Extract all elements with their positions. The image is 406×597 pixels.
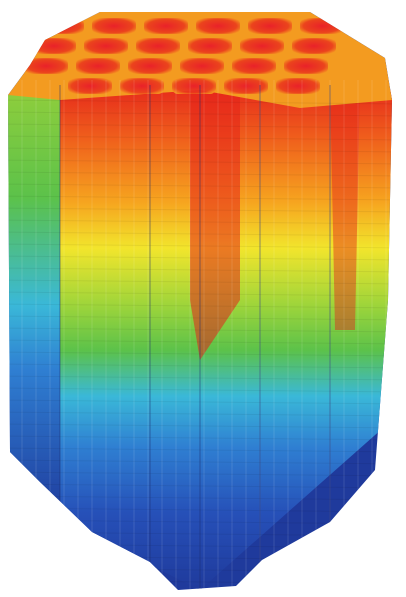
voxel-line — [8, 327, 392, 333]
voxel-line — [8, 147, 392, 153]
voxel-line — [8, 195, 392, 201]
voxel-line — [8, 243, 392, 249]
top-cell — [92, 18, 136, 34]
top-cell — [32, 38, 76, 54]
voxel-line — [8, 351, 392, 357]
voxel-line — [8, 363, 392, 369]
top-cell — [136, 38, 180, 54]
voxel-line — [8, 411, 392, 417]
voxel-line — [8, 303, 392, 309]
voxel-line — [8, 291, 392, 297]
voxel-line — [8, 135, 392, 141]
voxel-line — [8, 279, 392, 285]
voxel-line — [8, 219, 392, 225]
voxel-line — [8, 483, 392, 489]
voxel-line — [8, 159, 392, 165]
voxel-line — [8, 387, 392, 393]
top-cell — [300, 18, 344, 34]
top-cell — [284, 58, 328, 74]
voxel-line — [8, 207, 392, 213]
top-cell — [248, 18, 292, 34]
top-cell — [196, 18, 240, 34]
voxel-line — [8, 111, 392, 117]
voxel-line — [8, 231, 392, 237]
top-cell — [84, 38, 128, 54]
right-face — [200, 80, 392, 590]
top-cell — [232, 58, 276, 74]
left-face — [8, 90, 60, 520]
top-cell — [128, 58, 172, 74]
voxel-line — [0, 592, 406, 596]
voxel-line — [8, 447, 392, 453]
voxel-line — [8, 315, 392, 321]
voxel-line — [8, 399, 392, 405]
voxel-line — [8, 459, 392, 465]
top-cell — [292, 38, 336, 54]
top-cell — [144, 18, 188, 34]
voxel-line — [8, 495, 392, 501]
top-cell — [68, 78, 112, 94]
top-cell — [276, 78, 320, 94]
voxel-line — [8, 171, 392, 177]
voxel-line — [8, 423, 392, 429]
voxel-line — [8, 267, 392, 273]
top-cell — [240, 38, 284, 54]
top-cell — [40, 18, 84, 34]
voxel-line — [8, 375, 392, 381]
top-cell — [224, 78, 268, 94]
hot-column — [330, 80, 360, 330]
top-cell — [120, 78, 164, 94]
top-cell — [188, 38, 232, 54]
top-cells — [24, 18, 344, 94]
voxel-line — [8, 255, 392, 261]
voxel-line — [8, 183, 392, 189]
top-cell — [24, 58, 68, 74]
top-cell — [180, 58, 224, 74]
voxel-line — [8, 471, 392, 477]
top-cell — [76, 58, 120, 74]
voxel-line — [8, 435, 392, 441]
voxel-line — [8, 123, 392, 129]
front-face — [60, 80, 200, 590]
voxel-line — [8, 99, 392, 105]
voxel-line — [8, 339, 392, 345]
hot-column — [190, 75, 240, 360]
top-cell — [172, 78, 216, 94]
